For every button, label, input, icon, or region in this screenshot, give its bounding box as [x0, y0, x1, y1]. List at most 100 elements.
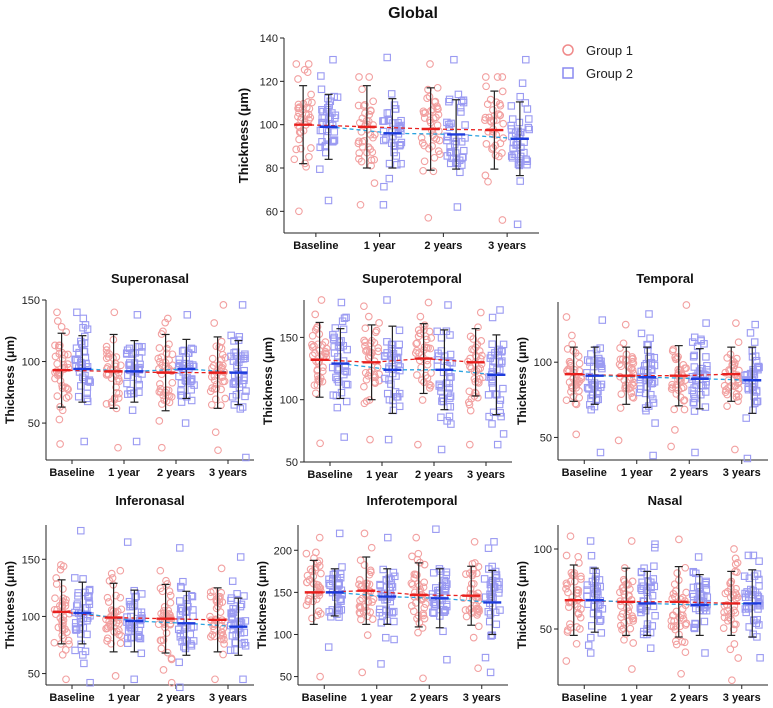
y-axis-label-superotemporal: Thickness (μm) — [261, 337, 275, 425]
point-group-1-global — [308, 98, 316, 107]
point-group-1-superonasal — [212, 342, 221, 351]
point-group-2-superotemporal — [334, 378, 343, 386]
point-group-1-nasal — [681, 563, 690, 572]
point-group-1-inferonasal — [62, 675, 70, 684]
point-group-1-superonasal — [59, 361, 68, 369]
point-group-1-inferonasal — [59, 616, 68, 625]
point-group-1-global — [307, 144, 315, 152]
point-group-1-inferotemporal — [415, 619, 424, 627]
point-group-2-inferotemporal — [382, 633, 390, 642]
panel-temporal: Temporal Thickness (μm) 50 100 Baseline 1 yea… — [515, 271, 768, 479]
point-group-2-superonasal — [238, 301, 247, 309]
point-group-1-temporal — [628, 353, 637, 361]
point-group-1-superonasal — [168, 378, 177, 387]
point-group-1-superotemporal — [317, 296, 326, 304]
point-group-1-inferotemporal — [303, 571, 312, 580]
point-group-1-inferotemporal — [407, 602, 416, 610]
y-axis-label-superonasal: Thickness (μm) — [3, 336, 17, 424]
point-group-2-temporal — [690, 399, 698, 407]
point-group-2-superonasal — [135, 388, 143, 396]
point-group-1-superonasal — [211, 395, 220, 404]
point-group-1-superonasal — [53, 359, 62, 368]
point-group-2-inferotemporal — [432, 525, 440, 533]
point-group-2-superotemporal — [343, 368, 351, 376]
point-group-2-inferonasal — [74, 592, 82, 600]
point-group-2-inferonasal — [136, 634, 145, 643]
trend-line-group-2-superotemporal — [340, 362, 497, 376]
point-group-1-global — [303, 68, 312, 77]
point-group-2-global — [443, 132, 451, 140]
point-group-1-superotemporal — [375, 319, 383, 327]
y-tick-label-inferonasal: 150 — [22, 554, 40, 566]
point-group-1-temporal — [562, 313, 571, 321]
point-group-2-global — [523, 105, 532, 113]
point-group-1-global — [295, 103, 304, 112]
point-group-1-global — [481, 171, 490, 180]
point-group-2-superonasal — [126, 359, 134, 367]
point-group-2-superotemporal — [435, 382, 443, 390]
panel-superonasal: Superonasal Thickness (μm) 50 100 150 Baselin… — [3, 271, 254, 479]
point-group-2-temporal — [645, 310, 653, 318]
point-group-1-superonasal — [154, 354, 163, 363]
point-group-2-global — [329, 137, 338, 145]
point-group-2-nasal — [597, 629, 606, 637]
point-group-1-superonasal — [112, 383, 120, 392]
point-group-1-inferotemporal — [410, 570, 419, 579]
point-group-2-superonasal — [236, 405, 245, 413]
point-group-2-inferonasal — [134, 632, 143, 641]
point-group-2-temporal — [690, 333, 699, 342]
point-group-1-global — [358, 85, 366, 94]
y-tick-label-superotemporal: 150 — [280, 332, 298, 344]
y-tick-label-inferotemporal: 100 — [274, 629, 292, 641]
y-tick-label-temporal: 50 — [540, 432, 552, 444]
legend-item-group-1: Group 1 — [562, 43, 633, 58]
point-group-2-inferonasal — [83, 630, 91, 639]
x-tick-label-global: 2 years — [424, 240, 462, 252]
point-group-2-global — [446, 159, 455, 168]
point-group-2-superotemporal — [488, 420, 496, 428]
point-group-2-superonasal — [187, 396, 196, 405]
point-group-1-nasal — [618, 625, 626, 634]
point-group-2-superonasal — [187, 375, 196, 383]
point-group-2-inferotemporal — [388, 609, 396, 617]
legend: Group 1 Group 2 — [562, 43, 633, 81]
point-group-2-global — [326, 113, 334, 122]
point-group-1-inferotemporal — [314, 607, 323, 616]
point-group-1-superonasal — [163, 314, 172, 323]
point-group-1-global — [420, 109, 428, 117]
point-group-1-superonasal — [55, 341, 63, 350]
point-group-2-superonasal — [233, 363, 241, 371]
point-group-1-superonasal — [167, 367, 176, 376]
point-group-2-inferotemporal — [376, 580, 384, 589]
point-group-2-superotemporal — [438, 397, 446, 405]
point-group-1-global — [489, 144, 498, 152]
point-group-2-global — [329, 55, 337, 64]
point-group-2-superotemporal — [395, 402, 404, 411]
point-group-1-inferotemporal — [421, 600, 430, 608]
point-group-1-superonasal — [215, 343, 224, 351]
point-group-2-global — [508, 115, 517, 123]
point-group-2-inferotemporal — [486, 592, 495, 601]
point-group-2-global — [397, 121, 405, 130]
point-group-2-global — [317, 85, 326, 94]
point-group-1-inferonasal — [111, 672, 120, 680]
point-group-1-superotemporal — [310, 381, 319, 390]
point-group-1-superonasal — [217, 401, 225, 410]
point-group-1-inferonasal — [219, 650, 227, 659]
point-group-2-inferotemporal — [377, 660, 385, 668]
point-group-1-superotemporal — [465, 400, 474, 409]
x-tick-label-inferonasal: 1 year — [108, 692, 141, 704]
point-group-2-global — [450, 55, 458, 64]
point-group-2-inferotemporal — [434, 586, 442, 595]
point-group-2-inferotemporal — [492, 571, 501, 579]
point-group-1-nasal — [566, 532, 575, 541]
point-group-1-global — [364, 143, 373, 152]
point-group-1-global — [307, 90, 315, 99]
point-group-2-inferotemporal — [490, 538, 498, 546]
point-group-2-global — [447, 148, 455, 156]
point-group-1-inferotemporal — [355, 576, 364, 584]
point-group-2-global — [456, 168, 464, 177]
point-group-2-inferotemporal — [492, 620, 501, 629]
point-group-2-inferotemporal — [495, 585, 503, 593]
point-group-1-inferotemporal — [313, 559, 322, 567]
